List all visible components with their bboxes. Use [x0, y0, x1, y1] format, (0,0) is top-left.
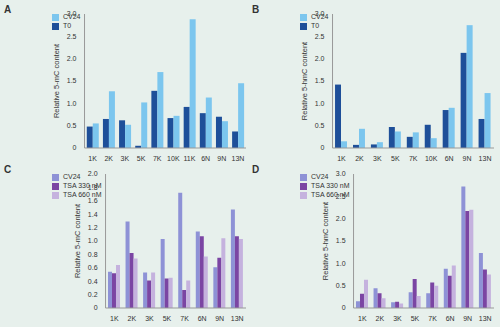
svg-text:2.0: 2.0: [88, 170, 98, 177]
svg-text:1.0: 1.0: [67, 100, 77, 107]
svg-text:7K: 7K: [428, 315, 437, 322]
svg-text:3K: 3K: [121, 155, 130, 162]
svg-text:1.6: 1.6: [88, 197, 98, 204]
svg-text:3K: 3K: [145, 315, 154, 322]
svg-text:2.0: 2.0: [67, 55, 77, 62]
svg-text:1K: 1K: [110, 315, 119, 322]
svg-text:Relative 5-hmC content: Relative 5-hmC content: [321, 201, 330, 280]
svg-text:1.0: 1.0: [315, 100, 325, 107]
svg-text:1K: 1K: [88, 155, 97, 162]
svg-text:1.4: 1.4: [88, 211, 98, 218]
svg-text:3K: 3K: [393, 315, 402, 322]
svg-text:0.8: 0.8: [88, 251, 98, 258]
svg-text:1.8: 1.8: [88, 184, 98, 191]
svg-text:Relative 5-mC content: Relative 5-mC content: [52, 43, 61, 118]
svg-text:3.0: 3.0: [336, 170, 346, 177]
svg-text:2.5: 2.5: [67, 33, 77, 40]
svg-text:Relative 5-hmC content: Relative 5-hmC content: [300, 41, 309, 120]
svg-text:11K: 11K: [184, 155, 196, 162]
svg-text:1K: 1K: [358, 315, 367, 322]
svg-text:Relative 5-mC content: Relative 5-mC content: [73, 203, 82, 278]
svg-text:6N: 6N: [198, 315, 207, 322]
svg-text:6N: 6N: [201, 155, 210, 162]
svg-text:7K: 7K: [180, 315, 189, 322]
svg-text:2.0: 2.0: [336, 215, 346, 222]
svg-text:13N: 13N: [231, 315, 244, 322]
svg-text:13N: 13N: [479, 315, 492, 322]
svg-text:6N: 6N: [445, 155, 454, 162]
svg-text:1.0: 1.0: [336, 260, 346, 267]
svg-text:0: 0: [94, 304, 98, 311]
svg-text:0.5: 0.5: [67, 122, 77, 129]
svg-text:5K: 5K: [163, 315, 172, 322]
svg-text:13N: 13N: [479, 155, 492, 162]
svg-text:2.5: 2.5: [336, 193, 346, 200]
svg-text:2.0: 2.0: [315, 55, 325, 62]
svg-text:1.0: 1.0: [88, 237, 98, 244]
svg-text:0.4: 0.4: [88, 278, 98, 285]
svg-text:9N: 9N: [217, 155, 226, 162]
svg-text:3K: 3K: [373, 155, 382, 162]
svg-text:5K: 5K: [137, 155, 146, 162]
svg-text:1.5: 1.5: [336, 237, 346, 244]
svg-text:2K: 2K: [104, 155, 113, 162]
svg-text:3.0: 3.0: [315, 10, 325, 17]
svg-text:10K: 10K: [167, 155, 180, 162]
svg-text:10K: 10K: [425, 155, 438, 162]
svg-text:5K: 5K: [411, 315, 420, 322]
svg-text:6N: 6N: [446, 315, 455, 322]
svg-text:9N: 9N: [215, 315, 224, 322]
svg-text:0.5: 0.5: [336, 282, 346, 289]
svg-text:2K: 2K: [376, 315, 385, 322]
svg-text:1.5: 1.5: [67, 77, 77, 84]
svg-text:9N: 9N: [463, 315, 472, 322]
svg-text:9N: 9N: [463, 155, 472, 162]
svg-text:0: 0: [342, 304, 346, 311]
svg-text:1.5: 1.5: [315, 77, 325, 84]
svg-text:3.0: 3.0: [67, 10, 77, 17]
svg-text:5K: 5K: [391, 155, 400, 162]
svg-text:13N: 13N: [232, 155, 245, 162]
svg-text:2K: 2K: [128, 315, 137, 322]
svg-text:0.6: 0.6: [88, 264, 98, 271]
svg-text:0: 0: [73, 144, 77, 151]
svg-text:7K: 7K: [409, 155, 418, 162]
svg-text:0: 0: [321, 144, 325, 151]
svg-text:0.2: 0.2: [88, 291, 98, 298]
svg-text:7K: 7K: [153, 155, 162, 162]
svg-text:2K: 2K: [355, 155, 364, 162]
svg-text:1K: 1K: [337, 155, 346, 162]
svg-text:0.5: 0.5: [315, 122, 325, 129]
svg-text:1.2: 1.2: [88, 224, 98, 231]
svg-text:2.5: 2.5: [315, 33, 325, 40]
